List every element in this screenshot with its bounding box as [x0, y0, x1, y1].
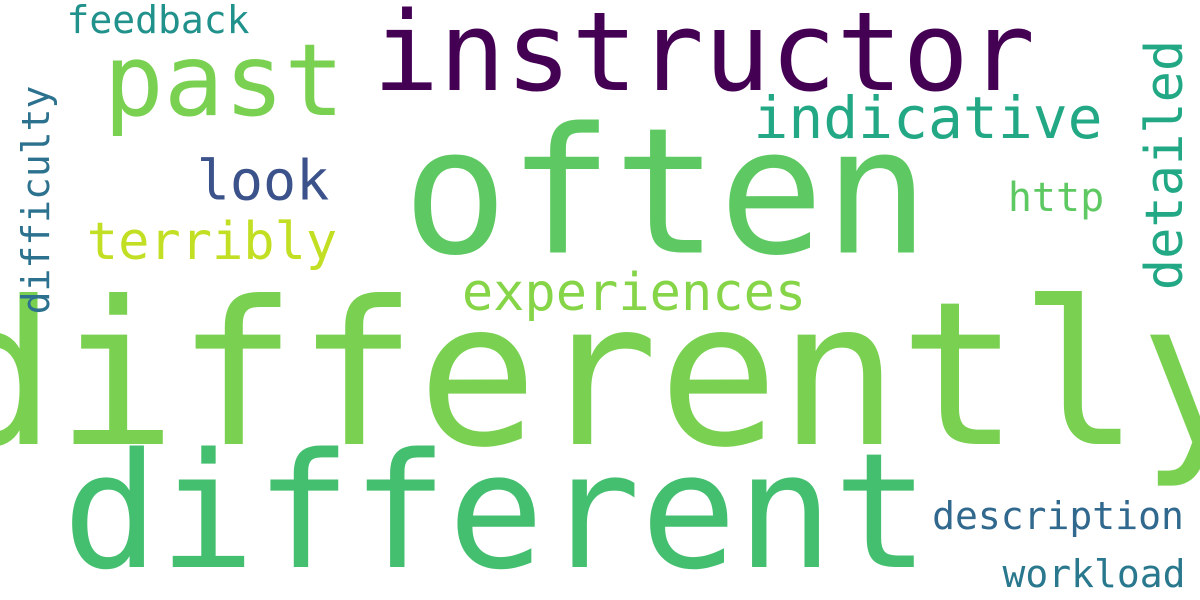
word-indicative: indicative: [753, 84, 1103, 152]
word-experiences: experiences: [461, 263, 807, 323]
word-difficulty: difficulty: [14, 85, 58, 315]
word-feedback: feedback: [66, 0, 250, 42]
word-differently: differently: [0, 259, 1200, 492]
word-different: different: [62, 418, 930, 600]
word-http: http: [1007, 175, 1105, 221]
word-look: look: [196, 148, 330, 213]
word-instructor: instructor: [372, 0, 1036, 116]
word-workload: workload: [1002, 552, 1186, 596]
word-past: past: [103, 22, 345, 139]
word-detailed: detailed: [1135, 39, 1195, 291]
word-terribly: terribly: [86, 212, 338, 272]
word-description: description: [932, 494, 1184, 538]
word-often: often: [402, 91, 930, 295]
